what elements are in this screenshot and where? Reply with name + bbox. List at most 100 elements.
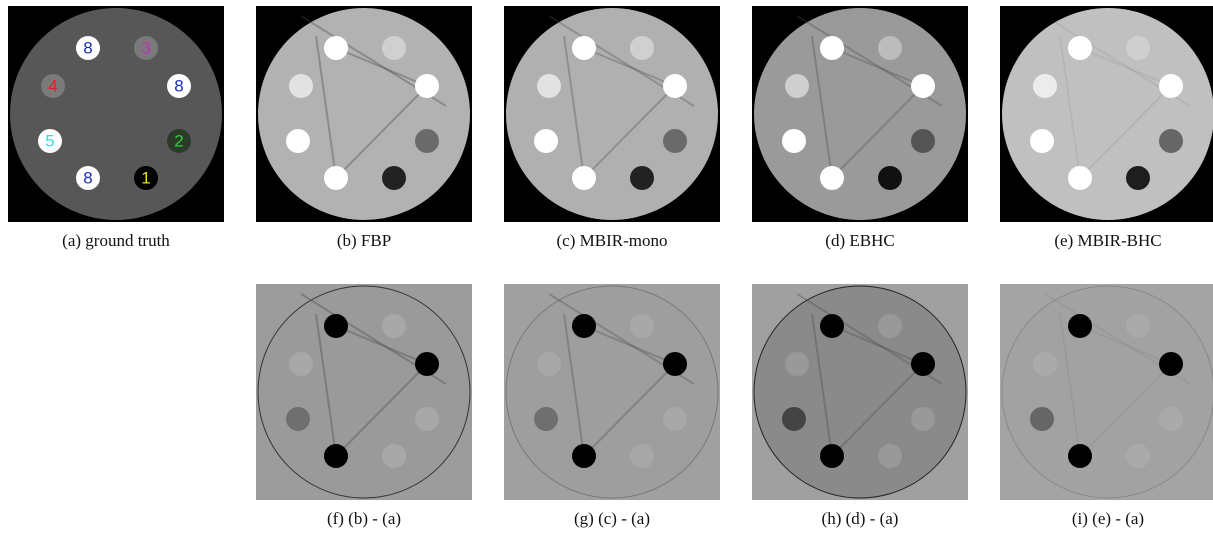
insert <box>572 314 596 338</box>
insert <box>289 74 313 98</box>
insert <box>785 352 809 376</box>
insert <box>878 444 902 468</box>
insert <box>286 129 310 153</box>
insert <box>820 444 844 468</box>
insert <box>911 74 935 98</box>
insert <box>630 166 654 190</box>
phantom <box>10 8 222 220</box>
caption: (i) (e) - (a) <box>1072 509 1144 528</box>
insert <box>415 74 439 98</box>
insert <box>1126 166 1150 190</box>
insert <box>1159 129 1183 153</box>
insert <box>785 74 809 98</box>
insert <box>1159 74 1183 98</box>
insert <box>663 74 687 98</box>
insert <box>911 352 935 376</box>
insert <box>534 129 558 153</box>
insert <box>663 352 687 376</box>
panel <box>504 284 720 500</box>
insert-label: 3 <box>141 39 150 58</box>
insert-label: 5 <box>45 132 54 151</box>
caption: (e) MBIR-BHC <box>1054 231 1161 250</box>
insert <box>382 314 406 338</box>
insert <box>572 36 596 60</box>
insert <box>324 166 348 190</box>
insert <box>1068 166 1092 190</box>
insert <box>537 74 561 98</box>
insert <box>286 407 310 431</box>
phantom <box>258 286 470 498</box>
insert <box>1126 444 1150 468</box>
insert <box>878 36 902 60</box>
phantom <box>754 286 966 498</box>
panel <box>1000 6 1213 222</box>
insert <box>415 352 439 376</box>
insert <box>537 352 561 376</box>
panel: 8 3 4 8 5 2 8 1 <box>8 6 224 222</box>
insert <box>782 129 806 153</box>
insert <box>820 36 844 60</box>
phantom <box>754 8 966 220</box>
insert <box>630 314 654 338</box>
panel <box>752 6 968 222</box>
insert <box>663 407 687 431</box>
caption: (c) MBIR-mono <box>557 231 668 250</box>
insert-label: 2 <box>174 132 183 151</box>
insert <box>415 407 439 431</box>
caption: (b) FBP <box>337 231 391 250</box>
insert <box>382 36 406 60</box>
insert <box>820 314 844 338</box>
insert <box>630 444 654 468</box>
insert <box>1126 314 1150 338</box>
insert-label: 8 <box>174 77 183 96</box>
caption: (f) (b) - (a) <box>327 509 401 528</box>
insert <box>878 166 902 190</box>
insert <box>324 314 348 338</box>
insert <box>820 166 844 190</box>
insert <box>572 166 596 190</box>
insert <box>1068 36 1092 60</box>
insert <box>382 166 406 190</box>
insert <box>382 444 406 468</box>
insert <box>289 352 313 376</box>
caption: (g) (c) - (a) <box>574 509 650 528</box>
caption: (a) ground truth <box>62 231 170 250</box>
panel <box>752 284 968 500</box>
phantom <box>1002 8 1213 220</box>
insert <box>1030 129 1054 153</box>
panel <box>1000 284 1213 500</box>
insert-label: 1 <box>141 169 150 188</box>
insert <box>1159 407 1183 431</box>
panel <box>256 284 472 500</box>
insert <box>324 36 348 60</box>
insert <box>1033 74 1057 98</box>
insert <box>324 444 348 468</box>
insert <box>911 129 935 153</box>
insert <box>878 314 902 338</box>
insert <box>534 407 558 431</box>
insert <box>1068 314 1092 338</box>
insert <box>911 407 935 431</box>
phantom <box>1002 286 1213 498</box>
panel <box>256 6 472 222</box>
phantom <box>258 8 470 220</box>
caption: (h) (d) - (a) <box>822 509 899 528</box>
phantom <box>506 8 718 220</box>
figure: 8 3 4 8 5 2 8 1 (a) ground truth (b) FBP (c) MBIR-… <box>0 0 1213 536</box>
insert <box>415 129 439 153</box>
insert-label: 4 <box>48 77 57 96</box>
insert <box>782 407 806 431</box>
insert <box>1126 36 1150 60</box>
insert <box>630 36 654 60</box>
caption: (d) EBHC <box>825 231 894 250</box>
insert-label: 8 <box>83 169 92 188</box>
insert <box>572 444 596 468</box>
panel <box>504 6 720 222</box>
insert <box>1159 352 1183 376</box>
insert <box>1030 407 1054 431</box>
insert <box>1033 352 1057 376</box>
phantom <box>506 286 718 498</box>
insert-label: 8 <box>83 39 92 58</box>
insert <box>1068 444 1092 468</box>
insert <box>663 129 687 153</box>
